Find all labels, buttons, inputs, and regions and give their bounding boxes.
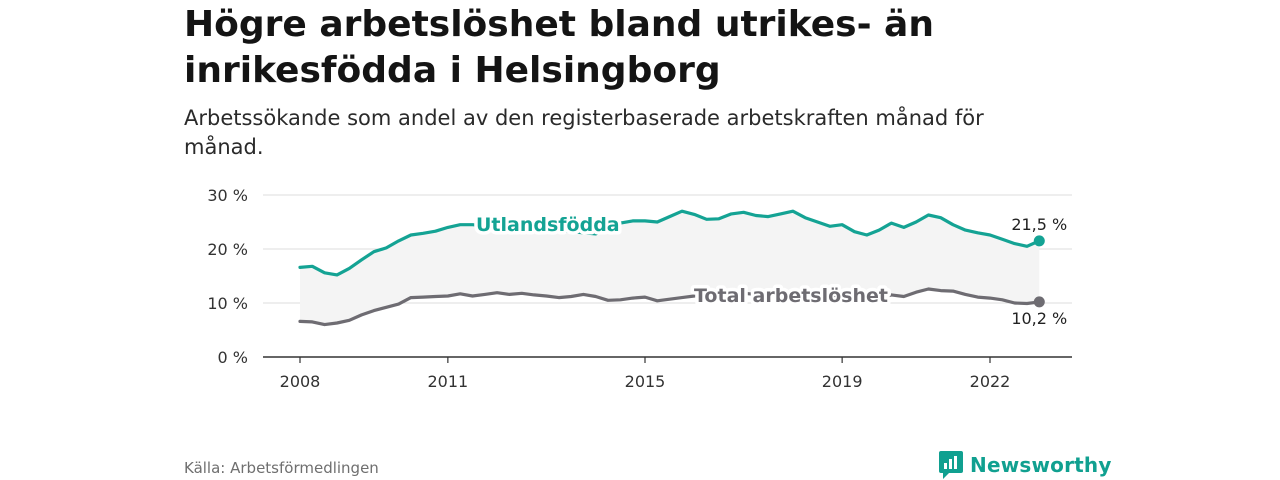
- x-tick-label: 2015: [625, 372, 666, 391]
- series-label-halo: Utlandsfödda: [476, 214, 620, 236]
- brand-name: Newsworthy: [970, 453, 1112, 477]
- newsworthy-logo-icon: [939, 451, 963, 479]
- source-note: Källa: Arbetsförmedlingen: [184, 459, 379, 477]
- series-label-utlandsf-dda: Utlandsfödda: [476, 214, 620, 236]
- end-value-label-utlandsf-dda: 21,5 %: [1011, 215, 1067, 234]
- brand-logo: Newsworthy: [938, 450, 1112, 480]
- chart-subtitle: Arbetssökande som andel av den registerb…: [184, 106, 984, 159]
- y-tick-label: 0 %: [218, 348, 248, 367]
- x-tick-label: 2022: [970, 372, 1011, 391]
- series-label-halo: Total arbetslöshet: [694, 285, 888, 307]
- y-tick-label: 10 %: [207, 294, 248, 313]
- x-tick-label: 2011: [427, 372, 468, 391]
- series-line-total-arbetsl-shet: [298, 287, 1041, 327]
- series-line-utlandsf-dda: [298, 209, 1041, 277]
- line-chart: 0 % 10 % 20 % 30 % 2008 2011 2015 2019 2022 Utlan…: [207, 186, 1072, 391]
- series-label-total-arbetsl-shet: Total arbetslöshet: [694, 285, 888, 307]
- x-tick-label: 2019: [822, 372, 863, 391]
- chart-title: Högre arbetslöshet bland utrikes- än inr…: [184, 4, 934, 91]
- series-gap-band: [300, 211, 1040, 325]
- end-point-marker-utlandsf-dda: [1033, 235, 1045, 247]
- end-point-marker-total-arbetsl-shet: [1033, 296, 1045, 308]
- x-tick-label: 2008: [280, 372, 321, 391]
- y-tick-label: 20 %: [207, 240, 248, 259]
- y-tick-label: 30 %: [207, 186, 248, 205]
- end-value-label-total-arbetsl-shet: 10,2 %: [1011, 309, 1067, 328]
